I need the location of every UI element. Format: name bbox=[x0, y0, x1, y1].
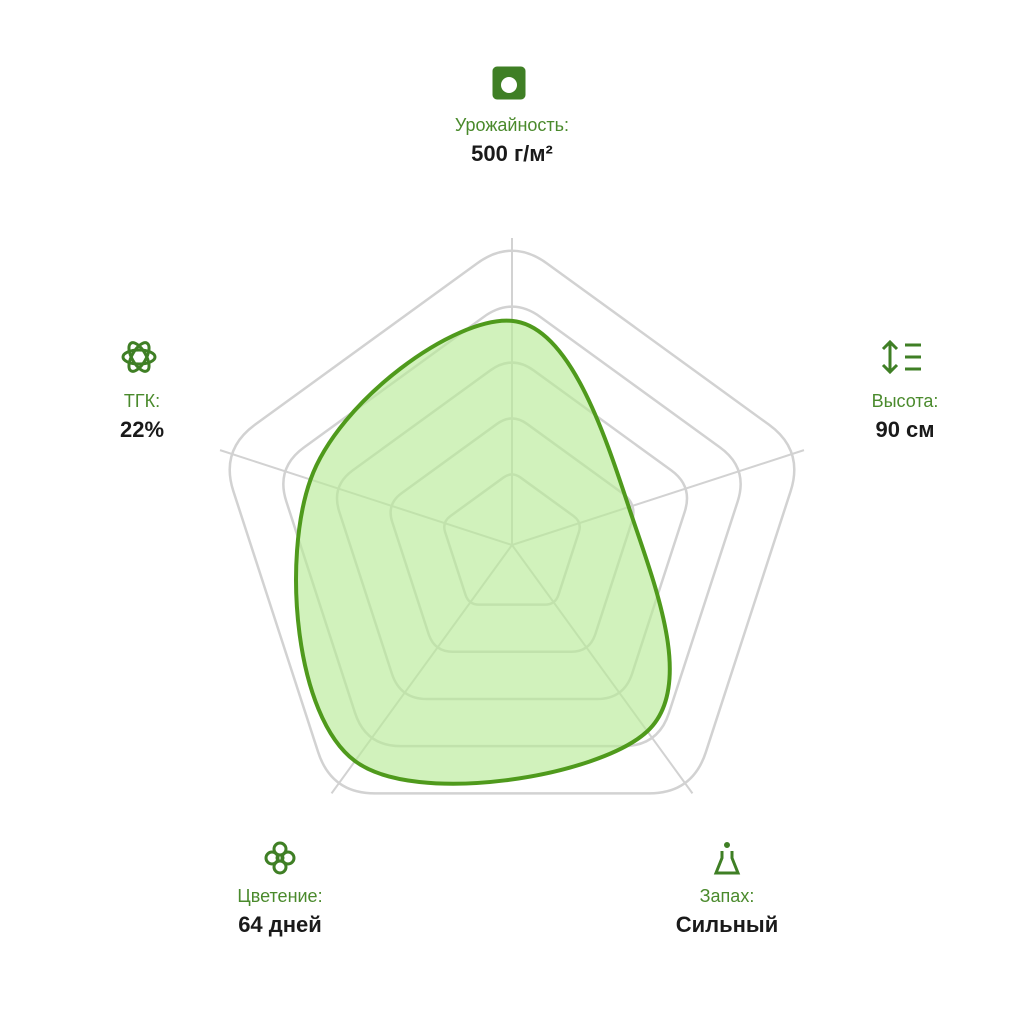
axis-label: Цветение: bbox=[237, 886, 322, 906]
axis-detail: Сильный bbox=[676, 912, 779, 937]
icon-flask bbox=[713, 842, 741, 875]
axis-detail: 500 г/м² bbox=[471, 141, 553, 166]
axis-detail: 22% bbox=[120, 417, 164, 442]
icon-height bbox=[881, 339, 921, 375]
grid-ring bbox=[282, 305, 742, 748]
data-area bbox=[294, 318, 672, 786]
axis-label: ТГК: bbox=[124, 391, 160, 411]
axis-label: Высота: bbox=[872, 391, 939, 411]
icon-scale bbox=[492, 66, 526, 100]
axis-label: Запах: bbox=[700, 886, 755, 906]
icon-atom bbox=[121, 341, 157, 373]
axis-label: Урожайность: bbox=[455, 115, 569, 135]
axis-detail: 64 дней bbox=[238, 912, 322, 937]
radar bbox=[219, 238, 805, 795]
axis-detail: 90 см bbox=[875, 417, 934, 442]
icon-flower bbox=[264, 841, 296, 875]
grid-ring bbox=[228, 249, 796, 795]
